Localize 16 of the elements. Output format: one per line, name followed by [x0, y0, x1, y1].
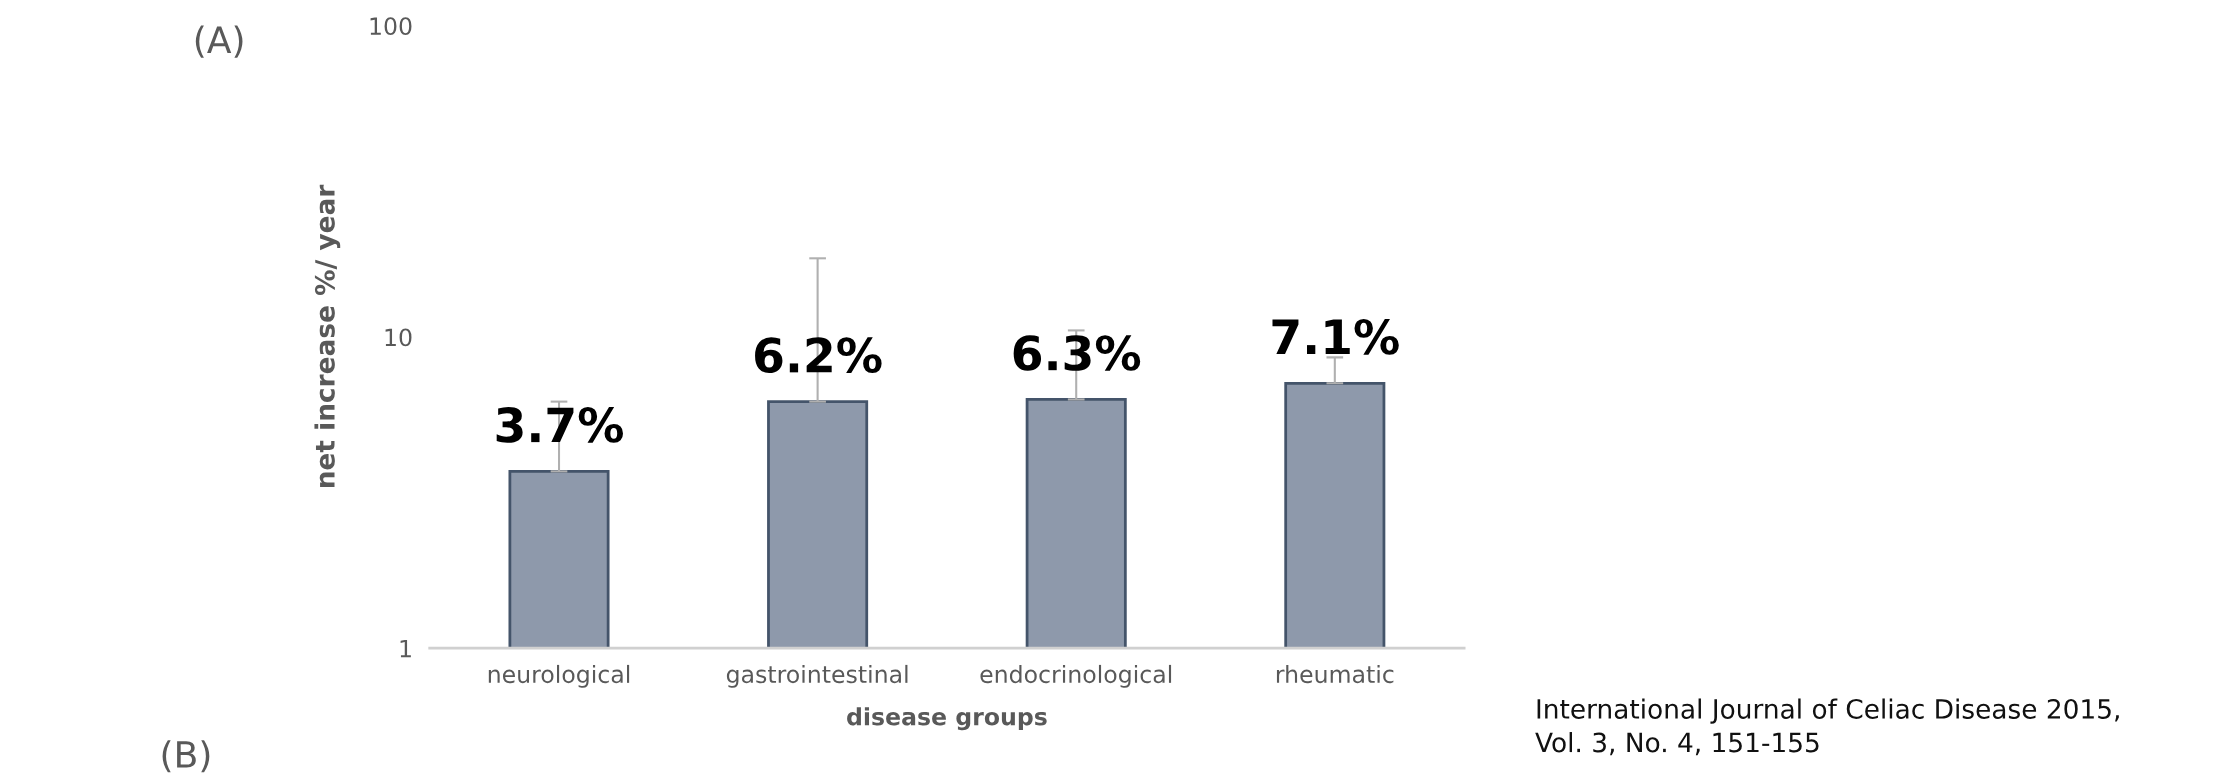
x-axis-title: disease groups — [847, 707, 1047, 731]
y-axis-title: net increase %/ year — [314, 184, 341, 488]
y-tick-label: 10 — [385, 328, 412, 347]
data-label: 7.1% — [1272, 318, 1399, 355]
data-label: 6.3% — [1013, 335, 1141, 371]
x-tick-label: endocrinological — [980, 664, 1172, 688]
x-tick-label: neurological — [488, 664, 630, 688]
x-tick-label: gastrointestinal — [726, 664, 908, 688]
y-tick-label: 1 — [400, 639, 411, 658]
y-tick-label: 100 — [370, 17, 412, 36]
x-tick-label: rheumatic — [1276, 664, 1394, 684]
data-label: 3.7% — [496, 407, 623, 443]
text: International Journal of Celiac Disease 2015, Vol. 3, No. 4, 151-155 — [1535, 698, 2119, 756]
text: (B) — [162, 740, 210, 773]
data-label: 6.2% — [755, 337, 882, 374]
text: (A) — [195, 25, 243, 58]
